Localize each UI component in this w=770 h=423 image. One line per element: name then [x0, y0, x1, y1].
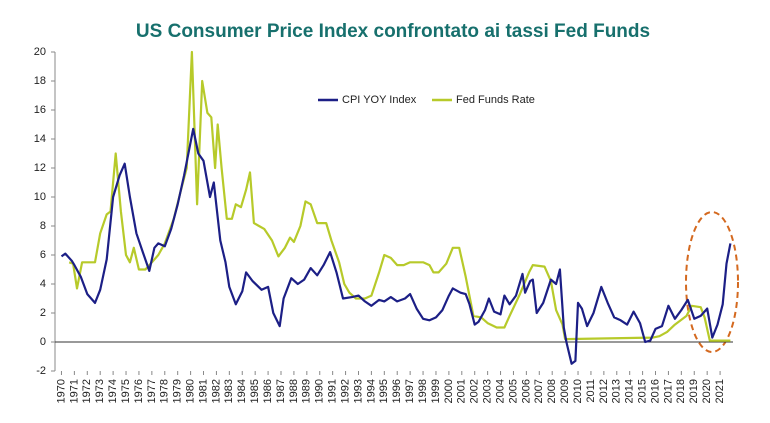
x-tick-label: 1972	[81, 379, 93, 403]
x-tick-label: 2001	[456, 379, 468, 403]
x-tick-label: 1975	[120, 379, 132, 403]
x-tick-label: 1978	[159, 379, 171, 403]
y-tick-label: 20	[34, 46, 46, 58]
y-tick-label: 14	[34, 133, 46, 145]
x-tick-label: 2013	[611, 379, 623, 403]
highlight-ellipse	[685, 211, 739, 353]
x-tick-label: 1973	[94, 379, 106, 403]
chart-title: US Consumer Price Index confrontato ai t…	[136, 21, 650, 42]
x-tick-label: 2007	[533, 379, 545, 403]
y-tick-label: 2	[40, 307, 46, 319]
x-tick-label: 2020	[701, 379, 713, 403]
x-tick-label: 1982	[210, 379, 222, 403]
series-line	[60, 127, 732, 365]
y-tick-label: 0	[40, 336, 46, 348]
x-tick-label: 2017	[662, 379, 674, 403]
x-tick-label: 2016	[649, 379, 661, 403]
x-tick-label: 1971	[68, 379, 80, 403]
x-tick-label: 1998	[417, 379, 429, 403]
y-tick-label: 18	[34, 75, 46, 87]
x-tick-label: 2021	[714, 379, 726, 403]
x-tick-label: 2009	[559, 379, 571, 403]
y-tick-label: 4	[40, 278, 46, 290]
x-tick-label: 2010	[572, 379, 584, 403]
x-tick-label: 2002	[469, 379, 481, 403]
y-tick-label: -2	[36, 365, 46, 377]
x-tick-label: 1996	[391, 379, 403, 403]
x-tick-label: 1974	[107, 379, 119, 403]
x-tick-label: 1995	[378, 379, 390, 403]
x-tick-label: 2019	[688, 379, 700, 403]
y-tick-label: 12	[34, 162, 46, 174]
x-tick-label: 2018	[675, 379, 687, 403]
x-tick-label: 2005	[507, 379, 519, 403]
x-tick-label: 1984	[236, 379, 248, 403]
x-tick-label: 1985	[249, 379, 261, 403]
x-tick-label: 2012	[598, 379, 610, 403]
x-tick-label: 2011	[585, 379, 597, 403]
x-tick-label: 1979	[172, 379, 184, 403]
x-tick-label: 1993	[352, 379, 364, 403]
x-tick-label: 1997	[404, 379, 416, 403]
x-tick-label: 1990	[314, 379, 326, 403]
x-tick-label: 1992	[339, 379, 351, 403]
x-tick-label: 2003	[482, 379, 494, 403]
y-tick-label: 16	[34, 104, 46, 116]
y-tick-label: 8	[40, 220, 46, 232]
x-tick-label: 1980	[185, 379, 197, 403]
x-tick-label: 1994	[365, 379, 377, 403]
x-tick-label: 2000	[443, 379, 455, 403]
x-tick-label: 1991	[327, 379, 339, 403]
x-tick-label: 1999	[430, 379, 442, 403]
legend-label: CPI YOY Index	[342, 94, 417, 106]
x-tick-label: 1986	[262, 379, 274, 403]
x-tick-label: 2015	[637, 379, 649, 403]
y-tick-label: 6	[40, 249, 46, 261]
x-tick-label: 1981	[197, 379, 209, 403]
x-tick-label: 2008	[546, 379, 558, 403]
x-tick-label: 2014	[624, 379, 636, 403]
x-tick-label: 1987	[275, 379, 287, 403]
x-tick-label: 2004	[494, 379, 506, 403]
x-tick-label: 1983	[223, 379, 235, 403]
x-tick-label: 1976	[133, 379, 145, 403]
legend-label: Fed Funds Rate	[456, 94, 535, 106]
x-tick-label: 2006	[520, 379, 532, 403]
x-tick-label: 1988	[288, 379, 300, 403]
y-tick-label: 10	[34, 191, 46, 203]
x-tick-label: 1977	[146, 379, 158, 403]
x-tick-label: 1989	[301, 379, 313, 403]
x-tick-label: 1970	[55, 379, 67, 403]
